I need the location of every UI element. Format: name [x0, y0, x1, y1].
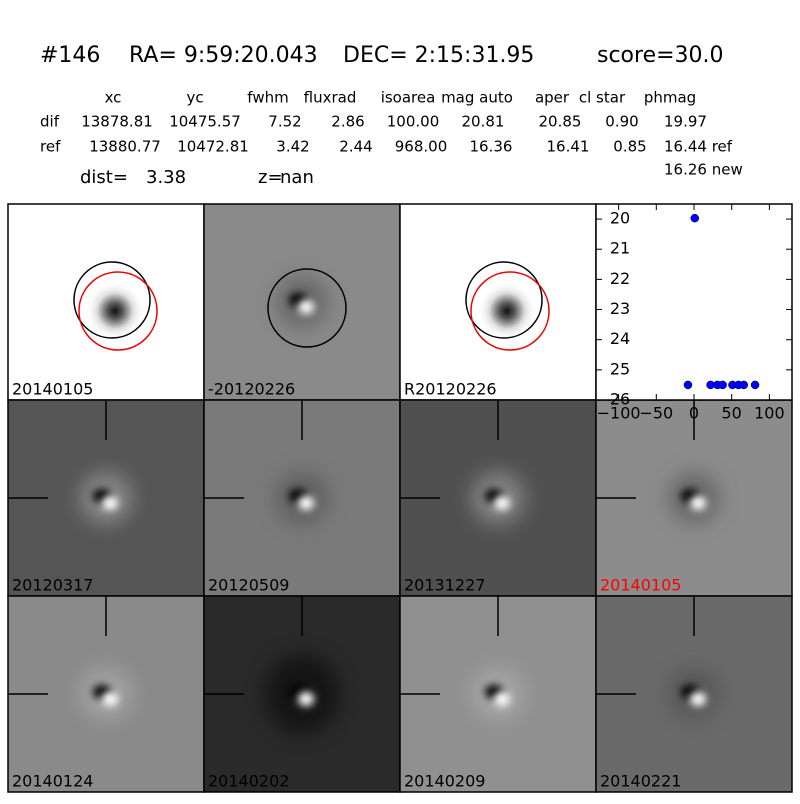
x-tick-label: 50 — [722, 404, 742, 423]
y-tick-label: 23 — [610, 299, 630, 318]
column-header: aper — [535, 89, 570, 107]
stamp-label: 20140221 — [600, 772, 681, 791]
x-tick-label: 0 — [689, 404, 699, 423]
z-label: z= — [258, 167, 283, 188]
object-id: #146 — [40, 43, 100, 68]
cell: 16.36 — [470, 138, 513, 156]
row-label: dif — [40, 113, 60, 131]
cell: 0.90 — [605, 113, 638, 131]
cell: 10475.57 — [169, 113, 241, 131]
column-header: cl star — [579, 89, 626, 107]
y-tick-label: 22 — [610, 269, 630, 288]
plot: 20 21 22 23 24 25 26−100−50 0 50 100 — [595, 203, 793, 423]
cell: 16.41 — [547, 138, 590, 156]
stamp-label: 20140209 — [404, 772, 485, 791]
cell: 13878.81 — [81, 113, 153, 131]
cell: 10472.81 — [177, 138, 249, 156]
point — [718, 380, 727, 390]
column-header: fluxrad — [304, 89, 357, 107]
point — [750, 380, 760, 390]
column-header: fwhm — [247, 89, 288, 107]
score: score=30.0 — [597, 43, 724, 68]
y-tick-label: 21 — [610, 239, 630, 258]
stamp-label: 20131227 — [404, 576, 485, 595]
ref-circle — [267, 268, 347, 348]
dipole-bright — [102, 496, 118, 510]
y-tick-label: 26 — [610, 390, 630, 409]
dipole-bright — [690, 692, 706, 706]
row-label: ref — [40, 138, 61, 156]
point — [690, 213, 700, 223]
point — [683, 380, 693, 390]
y-tick-label: 25 — [610, 359, 630, 378]
cell: 19.97 — [664, 113, 707, 131]
star — [477, 281, 537, 341]
column-header: yc — [186, 89, 203, 107]
dipole-bright — [494, 496, 510, 510]
ref-circle — [73, 261, 151, 339]
dec: DEC= 2:15:31.95 — [343, 43, 534, 68]
stamp-label: 20120509 — [208, 576, 289, 595]
panels: 20140105 -20120226 R20120226 20120317 201205… — [7, 203, 793, 793]
stamp-label: 20120317 — [12, 576, 93, 595]
stamp-frame — [595, 595, 793, 793]
stamp-label: -20120226 — [208, 380, 295, 399]
stamp-label: 20140124 — [12, 772, 93, 791]
cell: 16.44 ref — [664, 138, 733, 156]
cell: 0.85 — [613, 138, 646, 156]
x-tick-label: −100 — [597, 404, 641, 423]
dist-label: dist= — [80, 167, 128, 188]
x-tick-label: −50 — [639, 404, 673, 423]
star — [85, 281, 145, 341]
cell: 20.85 — [539, 113, 582, 131]
stamp-label: 20140105 — [600, 576, 681, 595]
dipole-bright — [494, 692, 510, 706]
new-circle — [470, 271, 550, 351]
cell: 13880.77 — [89, 138, 161, 156]
column-header: isoarea — [381, 89, 436, 107]
cell: 2.86 — [331, 113, 364, 131]
column-header: mag auto — [441, 89, 513, 107]
phmag-new: 16.26 new — [664, 161, 743, 179]
dipole-bright — [298, 300, 314, 314]
stamp-label: 20140105 — [12, 380, 93, 399]
ref-circle — [465, 261, 543, 339]
dipole-bright — [690, 496, 706, 510]
x-tick-label: 100 — [754, 404, 785, 423]
cell: 968.00 — [395, 138, 448, 156]
dist: 3.38 — [146, 167, 186, 188]
column-header: xc — [105, 89, 122, 107]
new-circle — [78, 271, 158, 351]
cell: 20.81 — [462, 113, 505, 131]
point — [739, 380, 749, 390]
dipole-bright — [102, 692, 118, 706]
dipole-bright — [298, 496, 314, 510]
cell: 2.44 — [339, 138, 372, 156]
y-tick-label: 24 — [610, 329, 630, 348]
cell: 3.42 — [276, 138, 309, 156]
ra: RA= 9:59:20.043 — [129, 43, 318, 68]
z: nan — [280, 167, 314, 188]
cell: 7.52 — [268, 113, 301, 131]
column-header: phmag — [644, 89, 696, 107]
stamp-label: R20120226 — [404, 380, 497, 399]
y-tick-label: 20 — [610, 209, 630, 228]
cell: 100.00 — [387, 113, 440, 131]
dipole-bright — [298, 692, 314, 706]
stamp-label: 20140202 — [208, 772, 289, 791]
